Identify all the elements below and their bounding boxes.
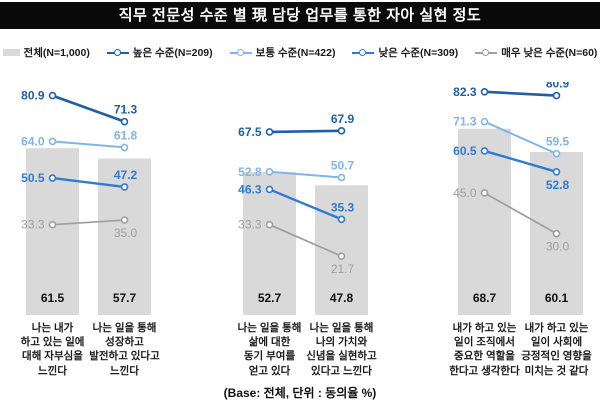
legend-line-marker-icon [229, 48, 252, 57]
bar-value-label: 57.7 [113, 291, 137, 305]
legend-item-low: 낮은 수준(N=309) [352, 45, 458, 60]
line-segment [269, 129, 342, 134]
data-label: 80.9 [21, 89, 45, 103]
line-segment [269, 170, 342, 179]
line-point-marker [48, 220, 57, 229]
line-segment [269, 223, 342, 257]
data-label: 21.7 [331, 262, 355, 276]
line-point-marker [120, 183, 129, 191]
bar-total-3 [315, 185, 368, 315]
legend-bar-swatch [2, 48, 20, 56]
line-point-marker [337, 173, 346, 182]
data-label: 47.2 [114, 168, 138, 182]
category-label-1: 나는 일을 통해 성장하고 발전하고 있다고 느낀다 [89, 322, 160, 377]
line-point-marker [265, 185, 274, 194]
line-segment [52, 219, 125, 226]
data-label: 52.8 [238, 165, 262, 179]
data-label: 71.3 [453, 115, 477, 129]
line-segment [484, 192, 557, 235]
legend: 전체(N=1,000) 높은 수준(N=209) 보통 수준(N=422) 낮은 수준… [0, 43, 600, 61]
data-label: 50.7 [331, 159, 355, 173]
data-label: 82.3 [453, 85, 477, 99]
data-label: 35.3 [331, 200, 355, 214]
line-point-marker [480, 117, 489, 126]
bar-total-4 [458, 128, 511, 315]
line-point-marker [48, 137, 57, 146]
category-label-0: 나는 내가 하고 있는 일에 대해 자부심을 느낀다 [20, 322, 85, 377]
category-label-4: 내가 하고 있는 일이 조직에서 중요한 역할을 한다고 생각한다 [449, 322, 520, 377]
line-point-marker [337, 215, 346, 224]
legend-line-marker-icon [475, 48, 498, 57]
line-segment [52, 140, 125, 149]
line-segment [484, 149, 557, 173]
data-label: 61.8 [114, 128, 138, 142]
line-segment [52, 94, 125, 123]
data-label: 33.3 [238, 218, 262, 232]
legend-label: 매우 낮은 수준(N=60) [501, 46, 598, 59]
line-point-marker [48, 91, 57, 100]
data-label: 45.0 [453, 186, 477, 200]
line-point-marker [552, 229, 561, 238]
bar-value-label: 60.1 [545, 291, 569, 305]
data-label: 64.0 [21, 134, 45, 148]
legend-label: 높은 수준(N=209) [132, 46, 213, 59]
line-point-marker [48, 174, 57, 182]
data-label: 33.3 [21, 218, 45, 232]
base-note: (Base: 전체, 단위 : 동의율 %) [223, 386, 377, 400]
data-label: 35.0 [114, 226, 138, 240]
line-point-marker [265, 168, 274, 176]
legend-label: 보통 수준(N=422) [255, 46, 336, 59]
data-label: 30.0 [546, 240, 570, 254]
line-point-marker [480, 147, 489, 155]
line-point-marker [265, 128, 274, 136]
line-segment [52, 176, 125, 189]
data-label: 67.5 [238, 125, 262, 139]
data-label: 67.9 [331, 112, 355, 126]
line-point-marker [120, 216, 129, 224]
bar-value-label: 52.7 [258, 291, 282, 305]
legend-item-very-low: 매우 낮은 수준(N=60) [475, 45, 597, 60]
line-point-marker [552, 91, 561, 100]
bar-value-label: 47.8 [330, 291, 354, 305]
category-label-3: 나는 일을 통해 나의 가치와 신념을 실현하고 있다고 느낀다 [306, 322, 377, 377]
line-point-marker [552, 168, 561, 176]
legend-line-marker-icon [106, 48, 129, 57]
data-label: 60.5 [453, 144, 477, 158]
line-point-marker [265, 220, 274, 229]
data-label: 80.9 [546, 82, 570, 91]
line-point-marker [337, 127, 346, 135]
category-label-5: 내가 하고 있는 일이 사회에 긍정적인 영향을 미치는 것 같다 [521, 322, 592, 377]
line-point-marker [480, 189, 489, 197]
legend-item-high: 높은 수준(N=209) [106, 45, 213, 60]
chart-plot-area: 61.5 57.7 52.7 47.8 68.7 60.1 80.9 71.3 67.5 67.9… [21, 82, 583, 315]
legend-label: 전체(N=1,000) [23, 46, 90, 59]
bar-value-label: 61.5 [41, 291, 65, 305]
line-point-marker [120, 143, 129, 152]
line-point-marker [120, 117, 129, 126]
chart-title: 직무 전문성 수준 별 現 담당 업무를 통한 자아 실현 정도 [0, 2, 600, 29]
line-segment [484, 120, 557, 155]
legend-item-medium: 보통 수준(N=422) [229, 45, 336, 60]
line-segment [269, 188, 342, 221]
data-label: 71.3 [114, 103, 138, 117]
data-label: 59.5 [546, 135, 570, 149]
line-point-marker [337, 252, 346, 260]
data-label: 50.5 [21, 171, 45, 185]
line-segment [484, 90, 557, 97]
bar-value-label: 68.7 [473, 291, 497, 305]
legend-label: 낮은 수준(N=309) [378, 46, 459, 59]
line-point-marker [552, 149, 561, 158]
legend-item-total: 전체(N=1,000) [2, 45, 90, 60]
data-label: 52.8 [546, 178, 570, 192]
line-point-marker [480, 88, 489, 96]
legend-line-marker-icon [352, 48, 375, 57]
category-label-2: 나는 일을 통해 삶에 대한 동기 부여를 얻고 있다 [237, 322, 302, 377]
data-label: 46.3 [238, 182, 262, 196]
